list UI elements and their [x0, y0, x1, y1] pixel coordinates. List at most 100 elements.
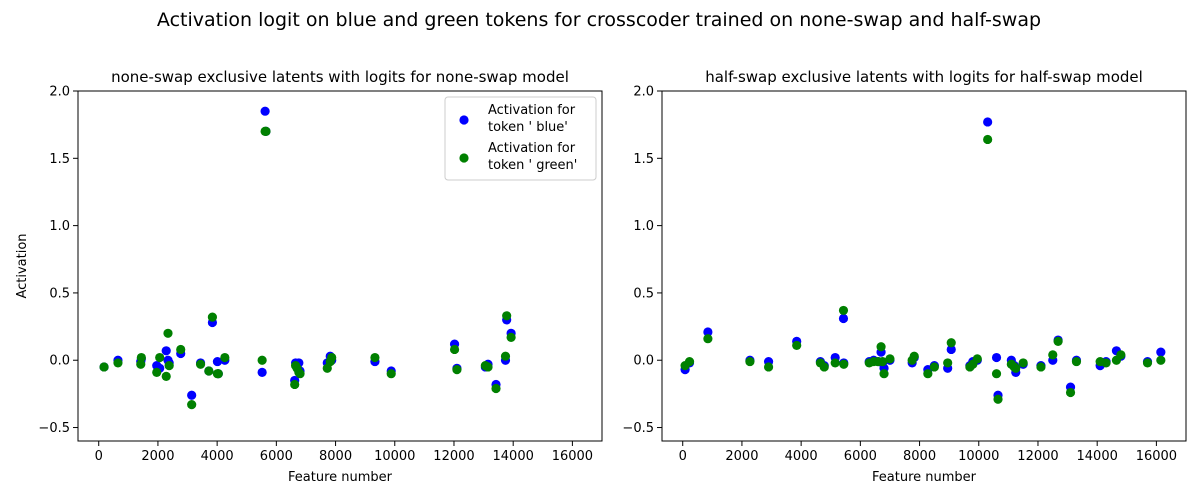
data-point	[703, 327, 713, 337]
data-point	[212, 356, 223, 367]
x-tick-label: 0	[95, 449, 103, 464]
data-point	[164, 361, 174, 371]
y-tick-label: 2.0	[633, 85, 654, 100]
data-point	[113, 358, 123, 368]
x-tick-label: 12000	[1017, 449, 1058, 464]
data-point	[290, 379, 300, 390]
data-point	[187, 390, 197, 400]
legend: Activation for token ' blue' Activation fo…	[444, 96, 597, 181]
data-point	[483, 362, 493, 372]
data-point	[176, 344, 186, 355]
data-point	[187, 400, 197, 410]
data-point	[370, 352, 380, 363]
data-point	[991, 352, 1002, 363]
y-tick-label: 1.0	[49, 219, 70, 234]
data-point	[946, 338, 956, 348]
data-point	[155, 352, 165, 363]
data-point	[220, 352, 230, 363]
data-point	[163, 328, 173, 338]
data-point	[1053, 336, 1063, 346]
data-point	[136, 352, 146, 363]
x-tick-label: 0	[679, 449, 687, 464]
data-point	[792, 340, 802, 351]
x-tick-label: 14000	[493, 449, 534, 464]
x-tick-label: 12000	[433, 449, 474, 464]
chart-panel-1: none-swap exclusive latents with logits …	[15, 68, 603, 485]
data-point	[1071, 356, 1082, 367]
data-point	[838, 305, 849, 316]
x-tick-label: 4000	[201, 449, 234, 464]
data-point	[1142, 358, 1153, 368]
x-tick-label: 14000	[1077, 449, 1118, 464]
x-tick-label: 4000	[785, 449, 818, 464]
data-point	[877, 356, 888, 367]
data-point	[929, 362, 939, 372]
data-point	[839, 359, 849, 369]
data-point	[819, 362, 829, 372]
data-point	[213, 369, 223, 379]
y-axis-label: Activation	[15, 233, 30, 298]
data-point	[295, 369, 305, 379]
data-point	[991, 369, 1002, 379]
x-tick-label: 16000	[1136, 449, 1177, 464]
plot-area-frame	[661, 90, 1187, 442]
data-point	[830, 358, 840, 368]
data-point	[943, 358, 953, 368]
data-point	[161, 371, 171, 381]
data-point	[161, 346, 171, 356]
legend-frame	[444, 96, 597, 181]
figure-suptitle: Activation logit on blue and green token…	[157, 9, 1041, 31]
y-tick-label: 2.0	[49, 85, 70, 100]
data-point	[506, 332, 516, 342]
data-point	[449, 344, 460, 355]
data-point	[136, 359, 146, 369]
x-tick-label: 6000	[844, 449, 877, 464]
data-point	[261, 126, 271, 136]
y-tick-label: 1.0	[633, 219, 654, 234]
data-point	[876, 342, 886, 352]
data-point	[983, 134, 993, 145]
data-point	[260, 106, 270, 116]
data-point	[207, 312, 218, 322]
legend-entry-label: Activation for	[488, 103, 576, 118]
x-tick-label: 6000	[260, 449, 293, 464]
data-point	[684, 356, 695, 367]
data-point	[763, 362, 774, 372]
chart-title: half-swap exclusive latents with logits …	[705, 68, 1143, 86]
data-point	[1116, 350, 1126, 360]
y-tick-label: 0.5	[633, 286, 654, 301]
x-tick-label: 8000	[319, 449, 352, 464]
data-point	[923, 369, 933, 379]
y-tick-label: −0.5	[38, 421, 70, 436]
legend-entry-label: token ' green'	[488, 158, 577, 173]
x-tick-label: 2000	[141, 449, 174, 464]
series-green	[680, 134, 1166, 404]
y-tick-label: 0.5	[49, 286, 70, 301]
data-point	[327, 352, 337, 363]
x-tick-label: 10000	[374, 449, 415, 464]
data-point	[1156, 347, 1166, 357]
data-point	[152, 367, 162, 377]
y-tick-label: −0.5	[622, 421, 654, 436]
x-axis-label: Feature number	[288, 470, 393, 485]
data-point	[1048, 350, 1058, 360]
data-point	[195, 359, 206, 369]
data-point	[1101, 358, 1111, 368]
x-tick-label: 2000	[725, 449, 758, 464]
y-tick-label: 0.0	[633, 354, 654, 369]
data-point	[983, 117, 993, 127]
data-point	[1011, 363, 1021, 373]
x-axis-label: Feature number	[872, 470, 977, 485]
data-point	[1156, 355, 1166, 365]
data-point	[1065, 387, 1076, 398]
data-point	[1036, 362, 1046, 372]
y-tick-label: 1.5	[49, 152, 70, 167]
y-tick-label: 0.0	[49, 354, 70, 369]
legend-marker	[459, 115, 469, 125]
data-point	[99, 362, 109, 372]
series-green	[99, 126, 516, 410]
data-point	[885, 354, 895, 364]
data-point	[204, 366, 214, 376]
data-point	[502, 311, 512, 321]
legend-entry-label: Activation for	[488, 141, 576, 156]
